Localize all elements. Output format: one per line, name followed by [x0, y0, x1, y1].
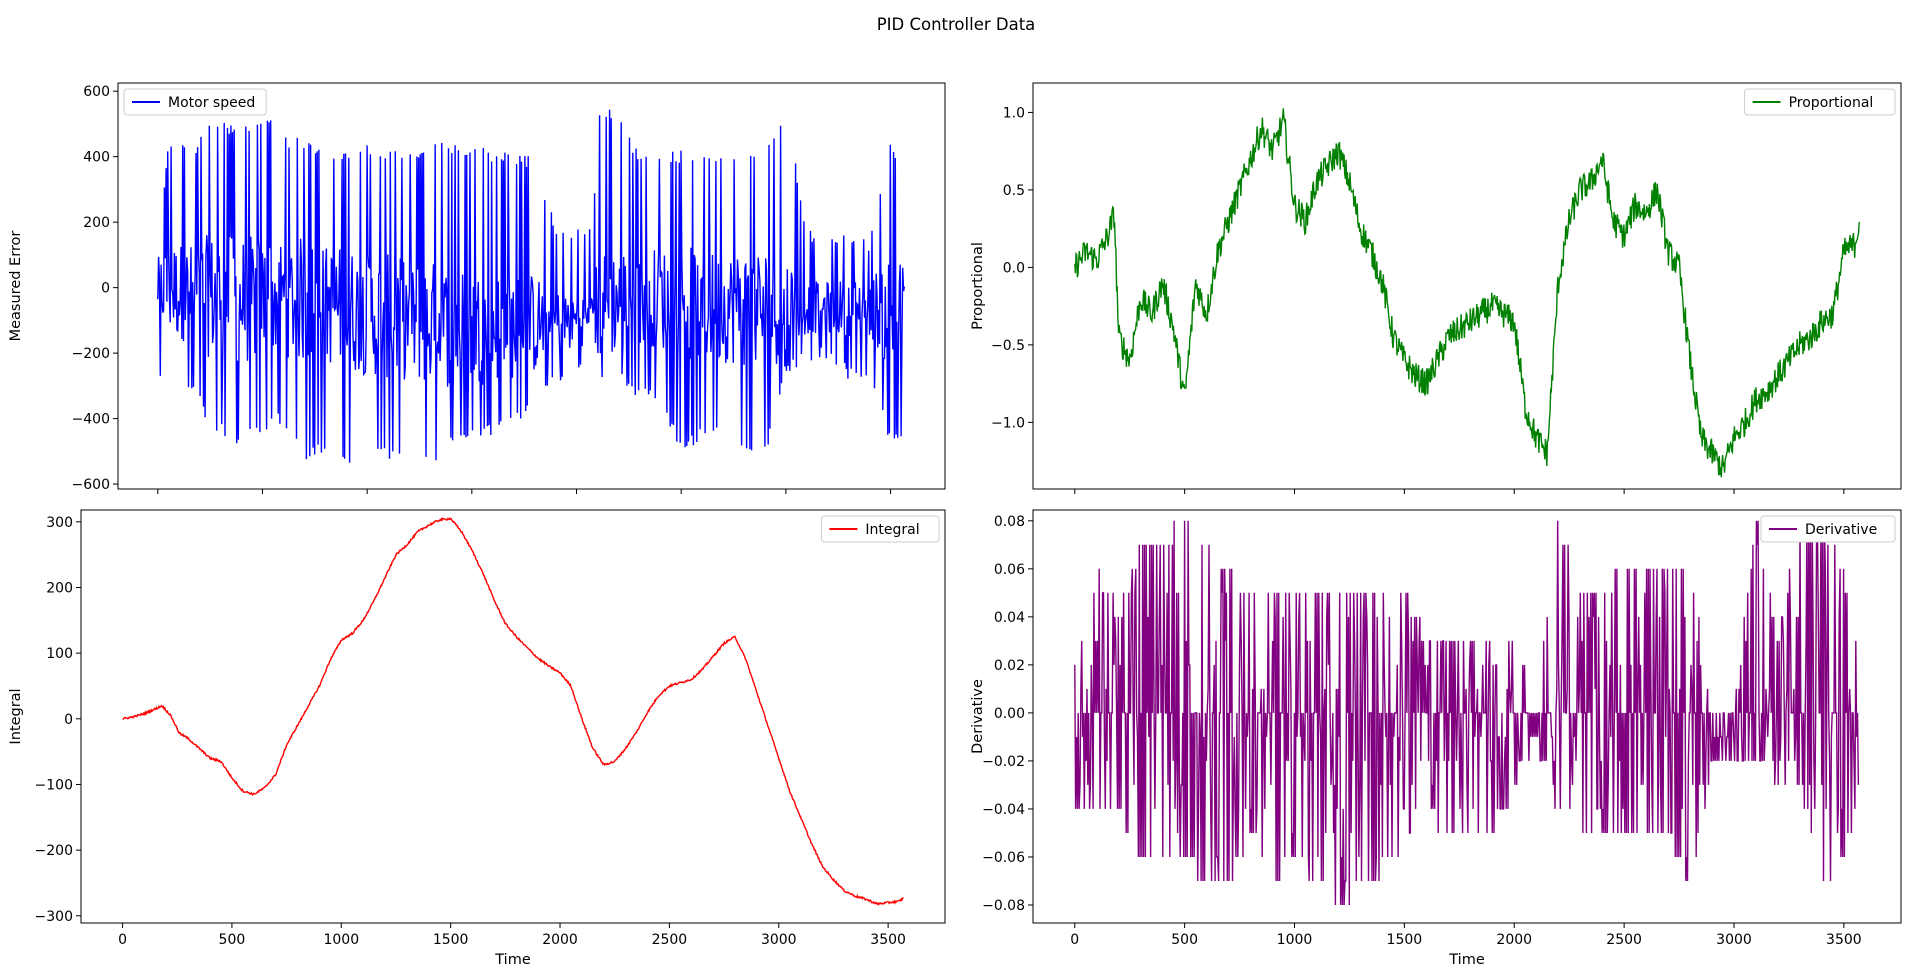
- motor-speed-subplot: −600 −400 −200 0 200 400 600 Measured Error Moto…: [8, 82, 946, 494]
- y-tick-label: 300: [46, 515, 73, 531]
- x-tick-label: 2000: [1496, 932, 1532, 948]
- legend-box: [123, 88, 267, 116]
- x-tick-label: 2000: [542, 932, 578, 948]
- x-tick-label: 1500: [433, 932, 469, 948]
- legend-label: Proportional: [1789, 95, 1874, 111]
- y-tick-label: −0.5: [991, 338, 1025, 354]
- x-tick-label: 1000: [1277, 932, 1313, 948]
- plot-frame: [1032, 509, 1902, 924]
- y-tick-label: 200: [83, 215, 110, 231]
- y-tick-label: 0.5: [1003, 183, 1025, 199]
- legend-box: [1744, 88, 1896, 116]
- x-tick-label: 2500: [652, 932, 688, 948]
- y-tick-label: −200: [72, 346, 110, 362]
- legend-label: Derivative: [1805, 522, 1877, 538]
- y-axis-label: Measured Error: [8, 231, 24, 342]
- x-tick-label: 500: [219, 932, 246, 948]
- y-tick-label: 0.0: [1003, 260, 1025, 276]
- y-tick-label: −0.02: [982, 754, 1025, 770]
- legend: Derivative: [1760, 515, 1896, 543]
- y-tick-label: −400: [72, 412, 110, 428]
- legend-box: [820, 515, 940, 543]
- series-line-derivative: [1074, 520, 1860, 906]
- x-tick-label: 3500: [1826, 932, 1862, 948]
- series-line-proportional: [1074, 108, 1860, 478]
- legend: Proportional: [1744, 88, 1896, 116]
- y-tick-label: −1.0: [991, 415, 1025, 431]
- y-tick-label: 0.04: [994, 610, 1025, 626]
- legend-label: Integral: [865, 522, 919, 538]
- y-tick-label: −200: [35, 843, 73, 859]
- x-tick-label: 2500: [1606, 932, 1642, 948]
- y-tick-label: −0.04: [982, 802, 1025, 818]
- x-tick-label: 3000: [761, 932, 797, 948]
- x-tick-label: 500: [1171, 932, 1198, 948]
- y-tick-label: −100: [35, 777, 73, 793]
- plot-frame: [80, 509, 946, 924]
- series-line-motor-speed: [157, 109, 906, 463]
- y-tick-label: 600: [83, 84, 110, 100]
- x-tick-label: 1500: [1387, 932, 1423, 948]
- x-tick-label: 3500: [870, 932, 906, 948]
- derivative-subplot: −0.08 −0.06 −0.04 −0.02 0.00 0.02 0.04 0.06 0.08…: [970, 509, 1902, 968]
- y-axis-label: Integral: [8, 688, 24, 744]
- y-tick-label: −0.06: [982, 850, 1025, 866]
- x-axis-label: Time: [1448, 952, 1485, 968]
- x-axis-label: Time: [494, 952, 531, 968]
- y-tick-label: 0: [64, 712, 73, 728]
- y-tick-label: −300: [35, 909, 73, 925]
- x-tick-label: 1000: [323, 932, 359, 948]
- y-tick-label: 200: [46, 580, 73, 596]
- y-tick-label: −600: [72, 477, 110, 493]
- plot-frame: [1032, 82, 1902, 490]
- x-tick-label: 3000: [1716, 932, 1752, 948]
- y-axis-label: Derivative: [970, 679, 986, 754]
- legend-box: [1760, 515, 1896, 543]
- y-tick-label: 1.0: [1003, 105, 1025, 121]
- series-line-integral: [122, 517, 904, 906]
- y-tick-label: 0: [101, 281, 110, 297]
- x-tick-label: 0: [118, 932, 127, 948]
- y-tick-label: −0.08: [982, 898, 1025, 914]
- proportional-subplot: −1.0 −0.5 0.0 0.5 1.0 Proportional Proportiona…: [970, 82, 1902, 494]
- y-tick-label: 100: [46, 646, 73, 662]
- y-axis-label: Proportional: [970, 242, 986, 330]
- y-tick-label: 0.02: [994, 658, 1025, 674]
- figure-title: PID Controller Data: [877, 15, 1036, 34]
- legend: Integral: [820, 515, 940, 543]
- y-tick-label: 400: [83, 150, 110, 166]
- y-tick-label: 0.08: [994, 514, 1025, 530]
- legend-label: Motor speed: [168, 95, 255, 111]
- x-tick-label: 0: [1070, 932, 1079, 948]
- plot-frame: [117, 82, 946, 490]
- legend: Motor speed: [123, 88, 267, 116]
- y-tick-label: 0.06: [994, 562, 1025, 578]
- y-tick-label: 0.00: [994, 706, 1025, 722]
